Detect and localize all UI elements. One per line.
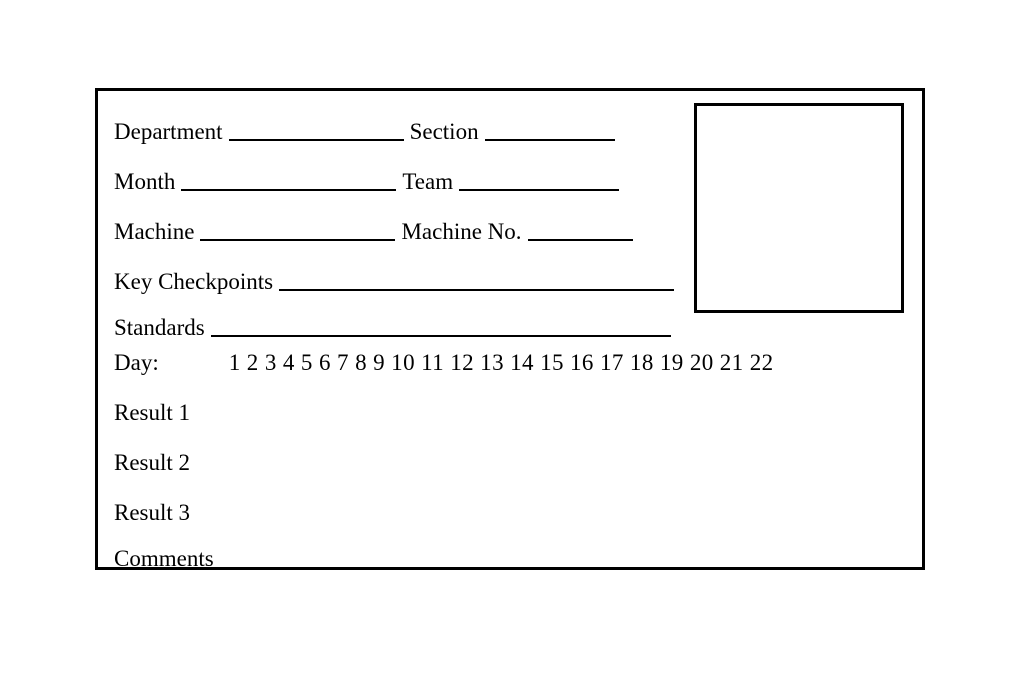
header-row: Department Section [114, 109, 906, 143]
field-blank[interactable] [485, 139, 615, 141]
field-label: Section [410, 120, 479, 143]
field-label: Machine No. [401, 220, 521, 243]
header-row: Key Checkpoints [114, 259, 906, 293]
field-blank[interactable] [211, 335, 671, 337]
field-label: Standards [114, 316, 205, 339]
field-label: Month [114, 170, 175, 193]
field-blank[interactable] [200, 239, 395, 241]
result-label: Result 1 [114, 401, 190, 424]
field-label: Department [114, 120, 223, 143]
page: DepartmentSectionMonthTeamMachineMachine… [0, 0, 1024, 679]
result-label: Result 2 [114, 451, 190, 474]
day-row: Day: 1 2 3 4 5 6 7 8 9 10 11 12 13 14 15… [114, 351, 906, 374]
field-blank[interactable] [528, 239, 633, 241]
header-row: Machine Machine No. [114, 209, 906, 243]
field-label: Machine [114, 220, 194, 243]
field-blank[interactable] [181, 189, 396, 191]
day-sequence: 1 2 3 4 5 6 7 8 9 10 11 12 13 14 15 16 1… [229, 351, 774, 374]
comments-label: Comments [114, 547, 214, 570]
field-label: Key Checkpoints [114, 270, 273, 293]
field-blank[interactable] [279, 289, 674, 291]
header-row: Month Team [114, 159, 906, 193]
header-row: Standards [114, 305, 906, 339]
day-label: Day: [114, 351, 159, 374]
check-sheet-card: DepartmentSectionMonthTeamMachineMachine… [95, 88, 925, 570]
result-label: Result 3 [114, 501, 190, 524]
field-label: Team [402, 170, 453, 193]
field-blank[interactable] [229, 139, 404, 141]
field-blank[interactable] [459, 189, 619, 191]
